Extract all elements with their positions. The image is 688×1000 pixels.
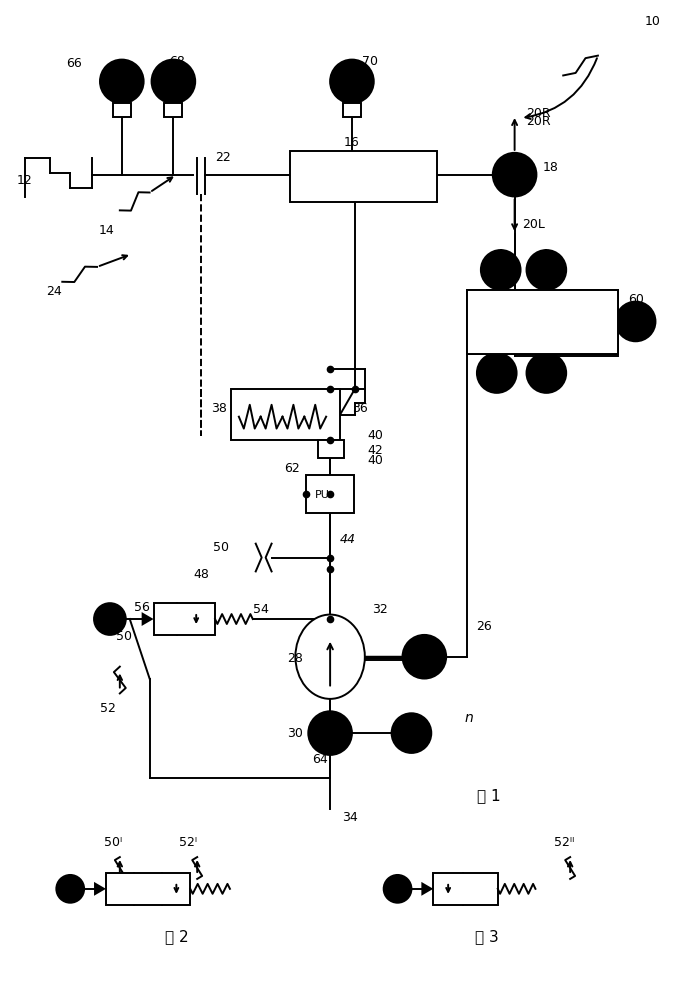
Text: B: B (492, 366, 502, 380)
Text: 40: 40 (368, 429, 384, 442)
Text: 66: 66 (66, 57, 82, 70)
Text: 30: 30 (288, 727, 303, 740)
Bar (306, 475, 354, 513)
Text: 36: 36 (352, 402, 367, 415)
Text: C: C (541, 366, 551, 380)
Polygon shape (421, 882, 433, 896)
Text: 16: 16 (344, 136, 360, 149)
Text: A: A (631, 314, 641, 328)
Text: 24: 24 (47, 285, 62, 298)
Text: 52ᴵᴵ: 52ᴵᴵ (555, 836, 574, 849)
Text: 50: 50 (116, 630, 132, 643)
Circle shape (56, 875, 84, 903)
Text: 64: 64 (312, 753, 328, 766)
Text: 图 3: 图 3 (475, 929, 499, 944)
Bar (290, 151, 438, 202)
Circle shape (493, 153, 537, 196)
Text: A: A (67, 884, 74, 894)
Text: 56: 56 (133, 601, 149, 614)
Text: 20R: 20R (526, 115, 551, 128)
Circle shape (151, 60, 195, 103)
Circle shape (402, 635, 447, 679)
Circle shape (526, 250, 566, 290)
Text: 20R: 20R (526, 107, 551, 120)
Text: 12: 12 (17, 174, 32, 187)
Text: 60: 60 (627, 293, 643, 306)
Text: 50ᴵ: 50ᴵ (104, 836, 122, 849)
Text: 40: 40 (368, 454, 384, 467)
Text: 44: 44 (340, 533, 356, 546)
Text: A: A (394, 884, 401, 894)
Circle shape (526, 353, 566, 393)
Bar (433, 873, 497, 905)
Text: D: D (168, 74, 179, 88)
Text: n: n (464, 711, 473, 725)
Text: D: D (495, 263, 506, 277)
Bar (231, 389, 340, 440)
Text: B: B (407, 726, 416, 740)
Circle shape (94, 603, 126, 635)
Circle shape (391, 713, 431, 753)
Text: 52ᴵ: 52ᴵ (180, 836, 197, 849)
Text: 54: 54 (252, 603, 268, 616)
Circle shape (308, 711, 352, 755)
Text: 14: 14 (99, 224, 115, 237)
Polygon shape (94, 882, 106, 896)
Text: 42: 42 (368, 444, 383, 457)
Text: 50: 50 (213, 541, 229, 554)
Text: 28: 28 (288, 652, 303, 665)
Bar (113, 103, 131, 117)
Bar (467, 290, 618, 354)
Text: 26: 26 (476, 620, 492, 633)
Text: 32: 32 (372, 603, 387, 616)
Text: A: A (106, 613, 114, 626)
Ellipse shape (295, 615, 365, 699)
Text: 38: 38 (211, 402, 227, 415)
Text: PU: PU (314, 490, 330, 500)
Text: 48: 48 (193, 568, 209, 581)
Text: 图 2: 图 2 (164, 929, 189, 944)
Bar (319, 440, 344, 458)
Text: C: C (117, 74, 127, 88)
Text: 图 1: 图 1 (477, 788, 501, 803)
Bar (164, 103, 182, 117)
Circle shape (330, 60, 374, 103)
Text: E: E (542, 263, 550, 277)
Bar (153, 603, 215, 635)
Text: 22: 22 (215, 151, 230, 164)
Text: 52: 52 (100, 702, 116, 715)
Bar (467, 290, 618, 354)
Circle shape (100, 60, 144, 103)
Text: 18: 18 (542, 161, 558, 174)
Text: 68: 68 (169, 55, 185, 68)
Bar (343, 103, 361, 117)
Text: 34: 34 (342, 811, 358, 824)
Text: 62: 62 (285, 462, 301, 475)
Polygon shape (142, 612, 153, 626)
Text: E: E (347, 74, 356, 88)
Text: 70: 70 (362, 55, 378, 68)
Circle shape (616, 302, 656, 341)
Text: 20L: 20L (523, 218, 546, 231)
Text: EM: EM (416, 652, 433, 662)
Circle shape (384, 875, 411, 903)
Text: 10: 10 (645, 15, 660, 28)
Circle shape (477, 353, 517, 393)
Circle shape (481, 250, 521, 290)
Bar (106, 873, 191, 905)
